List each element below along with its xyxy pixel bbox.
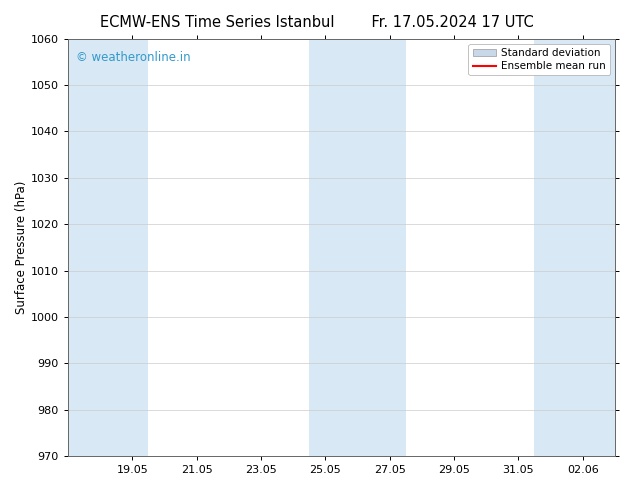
Text: © weatheronline.in: © weatheronline.in [76, 51, 191, 64]
Y-axis label: Surface Pressure (hPa): Surface Pressure (hPa) [15, 181, 28, 314]
Bar [68, 39, 148, 456]
Bar [534, 39, 615, 456]
Text: ECMW-ENS Time Series Istanbul        Fr. 17.05.2024 17 UTC: ECMW-ENS Time Series Istanbul Fr. 17.05.… [100, 15, 534, 30]
Bar [309, 39, 406, 456]
Legend: Standard deviation, Ensemble mean run: Standard deviation, Ensemble mean run [469, 44, 610, 75]
